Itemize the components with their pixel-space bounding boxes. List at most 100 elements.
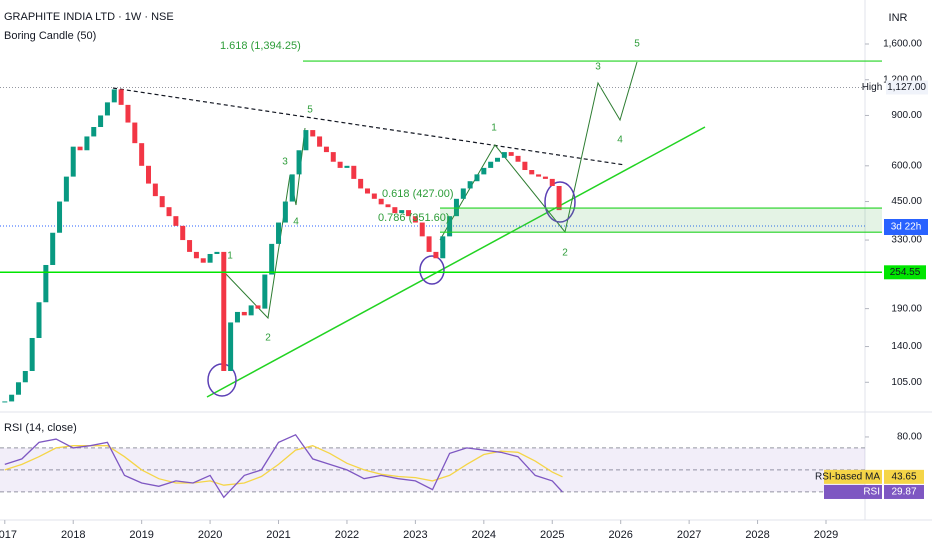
high-label: 1,127.00 (887, 82, 926, 93)
candle (488, 161, 494, 168)
x-tick-label: 2023 (403, 529, 427, 541)
fib-label: 1.618 (1,394.25) (220, 40, 301, 52)
price-pane (0, 87, 865, 403)
high-name: High (862, 82, 883, 93)
candle (392, 207, 398, 214)
candle (323, 146, 329, 153)
candle (522, 161, 528, 171)
candle (104, 102, 110, 116)
candle (515, 155, 521, 162)
chart-title: GRAPHITE INDIA LTD · 1W · NSE (4, 11, 174, 23)
y-tick-label: 1,200.00 (883, 74, 922, 85)
countdown-badge (884, 219, 928, 235)
high-badge (886, 80, 928, 95)
y-tick-label: 105.00 (891, 377, 922, 388)
x-tick-label: 2029 (814, 529, 838, 541)
x-tick-label: 2019 (129, 529, 153, 541)
candle (289, 174, 295, 202)
wave-label: 2 (562, 248, 568, 259)
x-tick-label: 2017 (0, 529, 17, 541)
fib-zone (440, 208, 882, 233)
candle (15, 382, 21, 395)
wave-label: 5 (634, 39, 640, 50)
rsi-line (4, 445, 563, 486)
candle (310, 130, 316, 137)
legend-name: RSI-based MA (815, 471, 880, 482)
wave-label: 5 (307, 105, 313, 116)
x-tick-label: 2026 (608, 529, 632, 541)
candle (125, 104, 131, 123)
y-tick-label: 190.00 (891, 303, 922, 314)
candle (269, 243, 275, 275)
candle (9, 394, 15, 402)
y-tick-label: 600.00 (891, 160, 922, 171)
x-tick-label: 2024 (472, 529, 496, 541)
candle (556, 185, 562, 211)
wave-label: 4 (617, 135, 623, 146)
fib-label: 0.618 (427.00) (382, 188, 454, 200)
candle (276, 222, 282, 244)
x-tick-label: 2027 (677, 529, 701, 541)
candle (139, 143, 145, 166)
x-tick-label: 2025 (540, 529, 564, 541)
candle (36, 302, 42, 338)
candle (146, 165, 152, 184)
candle (467, 181, 473, 189)
candle (248, 305, 254, 316)
candle (282, 201, 288, 223)
y-tick-label: 1,600.00 (883, 39, 922, 50)
candle (385, 204, 391, 208)
y-tick-label: 80.00 (897, 432, 922, 443)
candle (440, 236, 446, 259)
x-tick-label: 2018 (61, 529, 85, 541)
candle (501, 152, 507, 158)
drawings (112, 61, 706, 398)
circle (544, 181, 576, 223)
candle (296, 150, 302, 175)
x-tick-label: 2020 (198, 529, 222, 541)
circle (419, 255, 445, 285)
candle (63, 176, 69, 202)
candle (536, 174, 542, 177)
candle (330, 152, 336, 162)
candle (495, 157, 501, 162)
support-label: 254.55 (890, 267, 921, 278)
trendline (206, 126, 706, 398)
wave-label: 1 (491, 123, 497, 134)
support-badge (884, 265, 926, 280)
rsi-band (0, 447, 865, 492)
value-label: 43.65 (891, 471, 916, 482)
rsi-title: RSI (14, close) (4, 422, 77, 434)
wave-path (439, 61, 638, 241)
candle (91, 127, 97, 137)
wave-label: 2 (265, 333, 271, 344)
candle (152, 183, 158, 197)
candle (50, 232, 56, 265)
candle (351, 165, 357, 179)
legend-badge (824, 484, 882, 499)
indicator-name: Boring Candle (50) (4, 30, 96, 42)
y-tick-label: 140.00 (891, 341, 922, 352)
legend-name: RSI (863, 487, 880, 498)
y-tick-label: 330.00 (891, 235, 922, 246)
candle (207, 253, 213, 263)
x-tick-label: 2021 (266, 529, 290, 541)
candle (173, 216, 179, 226)
wave-label: 1 (227, 251, 233, 262)
candle (399, 210, 405, 214)
candle (70, 146, 76, 177)
trendline (112, 87, 626, 166)
candle (542, 176, 548, 179)
candle (460, 188, 466, 199)
candle (378, 198, 384, 205)
candle (98, 115, 104, 128)
candle (412, 216, 418, 223)
candle (262, 274, 268, 309)
value-badge (884, 484, 924, 499)
wave-label: 3 (595, 62, 601, 73)
candle (529, 170, 535, 175)
value-badge (884, 469, 924, 484)
candle (166, 207, 172, 217)
